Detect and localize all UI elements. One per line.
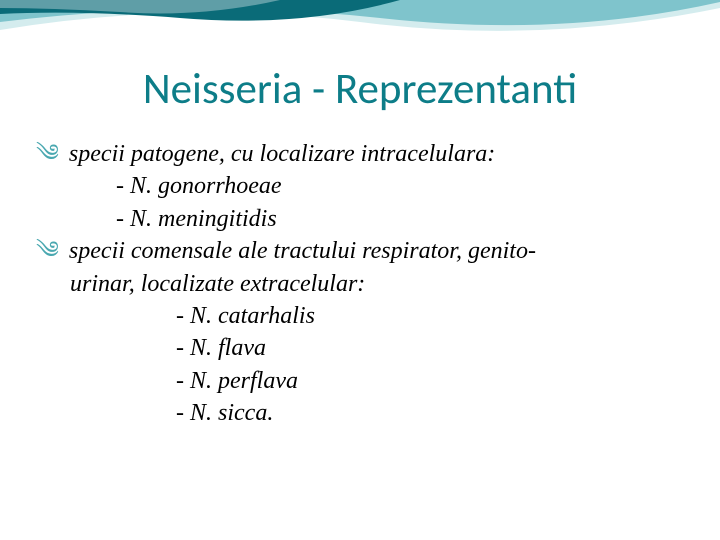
bullet-item: ༄ specii comensale ale tractului respira… (36, 235, 684, 267)
sub-item: - N. meningitidis (36, 203, 684, 235)
bullet-text: specii patogene, cu localizare intracelu… (69, 138, 495, 170)
sub-item: - N. gonorrhoeae (36, 170, 684, 202)
sub-item: - N. perflava (36, 365, 684, 397)
bullet-text: specii comensale ale tractului respirato… (69, 235, 536, 267)
bullet-glyph: ༄ (36, 235, 59, 267)
bullet-item: ༄ specii patogene, cu localizare intrace… (36, 138, 684, 170)
bullet-text-cont: urinar, localizate extracelular: (36, 268, 684, 300)
sub-item: - N. catarhalis (36, 300, 684, 332)
sub-item: - N. flava (36, 332, 684, 364)
slide-title: Neisseria - Reprezentanti (0, 62, 720, 115)
slide-body: ༄ specii patogene, cu localizare intrace… (36, 138, 684, 430)
bullet-glyph: ༄ (36, 138, 59, 170)
sub-item: - N. sicca. (36, 397, 684, 429)
